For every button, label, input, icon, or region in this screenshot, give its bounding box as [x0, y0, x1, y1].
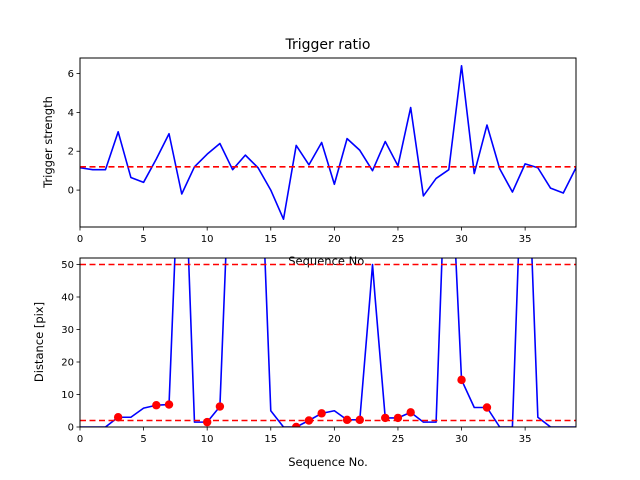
top-chart-y-tick-label: 6: [68, 69, 74, 80]
bottom-chart-x-tick-label: 30: [455, 434, 468, 445]
bottom-chart-marker-point: [202, 417, 212, 427]
bottom-chart-marker-point: [113, 413, 123, 422]
top-chart-x-tick-label: 35: [519, 234, 532, 245]
bottom-chart-x-tick-label: 35: [519, 434, 532, 445]
bottom-chart-y-tick-label: 30: [61, 325, 74, 336]
bottom-chart-xlabel: Sequence No.: [288, 455, 367, 469]
bottom-chart-plot-area: [80, 258, 576, 427]
top-chart-title: Trigger ratio: [284, 37, 370, 53]
bottom-chart-frame: [79, 257, 577, 428]
bottom-chart-plot: 0 5 10 15 20 25 30 35 0 10 20 30 40 50: [61, 257, 577, 445]
bottom-chart-x-tick-label: 0: [77, 434, 83, 445]
bottom-chart-marker-point: [482, 403, 492, 412]
bottom-chart-y-tick-label: 10: [61, 390, 74, 401]
bottom-chart-x-tick-label: 5: [140, 434, 146, 445]
top-chart-x-tick-label: 20: [328, 234, 341, 245]
top-chart-plot-area: [80, 64, 576, 221]
bottom-chart-x-tick-label: 10: [201, 434, 214, 445]
top-chart-series-line: [80, 64, 576, 221]
bottom-chart-marker-point: [317, 409, 326, 418]
bottom-chart-marker-point: [164, 400, 174, 409]
top-chart-x-tick-label: 0: [77, 234, 83, 245]
bottom-chart-x-tick-label: 25: [392, 434, 405, 445]
bottom-chart-x-tick-label: 15: [264, 434, 277, 445]
bottom-chart-marker-point: [215, 402, 225, 411]
bottom-chart-y-tick-label: 40: [61, 293, 74, 304]
bottom-chart-marker-point: [406, 408, 415, 417]
bottom-chart-marker-point: [292, 422, 301, 427]
top-chart-y-tick-label: 4: [68, 108, 74, 119]
top-chart-x-tick-label: 5: [140, 234, 146, 245]
bottom-chart-marker-point: [457, 375, 466, 385]
top-chart-frame: [79, 57, 577, 228]
top-chart-x-tick-label: 10: [201, 234, 214, 245]
top-chart-xlabel: Sequence No.: [288, 254, 367, 268]
bottom-chart-marker-point: [152, 401, 161, 410]
top-chart-plot: 0 5 10 15 20 25 30 35 0 2 4 6: [68, 57, 577, 245]
bottom-chart-y-tick-label: 50: [61, 260, 74, 271]
bottom-chart-ylabel: Distance [pix]: [32, 302, 46, 382]
top-chart-ylabel: Trigger strength: [41, 96, 55, 189]
top-chart-y-tick-label: 2: [68, 147, 74, 158]
top-chart-y-tick-label: 0: [68, 186, 74, 197]
bottom-chart-x-tick-label: 20: [328, 434, 341, 445]
bottom-chart-series-line: [80, 258, 576, 427]
bottom-chart-y-tick-label: 20: [61, 358, 74, 369]
top-chart-x-tick-label: 25: [392, 234, 405, 245]
bottom-chart-y-tick-label: 0: [68, 423, 74, 434]
top-chart-x-tick-label: 15: [264, 234, 277, 245]
top-chart-x-tick-label: 30: [455, 234, 468, 245]
